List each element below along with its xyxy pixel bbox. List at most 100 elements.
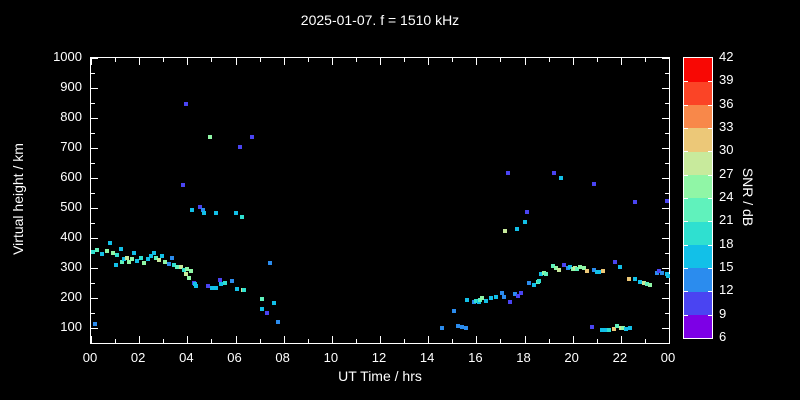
data-point <box>577 265 582 270</box>
data-point <box>107 241 112 246</box>
data-point <box>229 278 234 283</box>
data-point <box>183 101 188 106</box>
colorbar-tick <box>708 314 712 316</box>
colorbar-tick <box>708 128 712 129</box>
data-point <box>664 272 669 277</box>
data-point <box>234 286 239 291</box>
x-tick-label: 00 <box>660 350 676 365</box>
colorbar-tick <box>708 81 712 83</box>
data-point <box>135 258 140 263</box>
x-tick <box>597 58 598 62</box>
y-tick-label: 600 <box>60 169 82 184</box>
data-point <box>592 268 597 273</box>
data-point <box>628 325 633 330</box>
x-tick <box>356 339 357 343</box>
y-tick <box>662 88 669 89</box>
data-point <box>654 270 659 275</box>
data-point <box>142 260 147 265</box>
x-tick-label: 04 <box>179 350 194 365</box>
data-point <box>156 257 161 262</box>
colorbar-tick <box>684 151 688 153</box>
colorbar-tick <box>684 198 688 199</box>
data-point <box>532 283 537 288</box>
x-tick <box>91 336 92 343</box>
data-point <box>659 271 664 276</box>
x-tick <box>428 58 429 65</box>
y-tick <box>91 58 98 59</box>
y-tick-label: 400 <box>60 229 82 244</box>
y-tick <box>91 313 95 314</box>
data-point <box>558 176 563 180</box>
data-point <box>189 208 194 213</box>
colorbar-tick-label: 27 <box>719 165 734 181</box>
y-tick <box>91 283 95 284</box>
data-point <box>573 266 578 270</box>
data-point <box>152 251 157 255</box>
data-point <box>553 266 558 270</box>
data-point <box>242 287 247 292</box>
y-tick <box>662 208 669 209</box>
colorbar-tick <box>708 198 712 199</box>
data-point <box>219 282 224 287</box>
x-tick <box>211 339 212 343</box>
data-point <box>113 263 118 267</box>
x-tick <box>476 336 477 343</box>
x-tick <box>91 58 92 65</box>
data-point <box>183 272 188 276</box>
x-tick <box>163 58 164 62</box>
y-tick <box>91 103 95 104</box>
x-tick-label: 00 <box>82 350 98 365</box>
x-tick-label: 20 <box>564 350 579 365</box>
data-point <box>557 267 562 272</box>
y-tick-label: 900 <box>60 79 82 94</box>
data-point <box>463 326 468 331</box>
colorbar-segment <box>684 244 712 269</box>
data-point <box>451 308 456 313</box>
x-tick <box>308 58 309 62</box>
x-tick <box>500 58 501 62</box>
x-tick <box>139 336 140 343</box>
x-tick-label: 02 <box>130 350 146 365</box>
data-point <box>209 285 214 290</box>
data-point <box>599 328 604 333</box>
data-point <box>592 182 597 187</box>
colorbar-tick <box>684 128 688 129</box>
data-point <box>541 271 546 276</box>
data-point <box>99 251 104 256</box>
data-point <box>477 297 482 302</box>
y-tick <box>662 238 669 239</box>
y-tick <box>665 73 669 74</box>
data-point <box>657 269 662 273</box>
x-tick <box>645 58 646 62</box>
x-tick <box>187 58 188 65</box>
data-point <box>633 276 638 281</box>
data-point <box>474 299 479 303</box>
data-point <box>180 182 185 187</box>
data-point <box>120 260 125 265</box>
plot-area <box>90 57 671 344</box>
x-tick <box>476 58 477 65</box>
x-tick-label: 06 <box>227 350 242 365</box>
data-point <box>551 263 556 268</box>
y-tick-label: 1000 <box>53 49 82 64</box>
colorbar-tick <box>708 151 712 153</box>
data-point <box>600 269 605 273</box>
data-point <box>172 263 177 267</box>
data-point <box>570 266 575 271</box>
data-point <box>127 259 132 264</box>
x-tick <box>236 336 237 343</box>
data-point <box>193 281 198 286</box>
colorbar-segment <box>684 151 712 176</box>
x-tick <box>139 58 140 65</box>
data-point <box>633 199 638 204</box>
data-point <box>476 299 481 304</box>
y-tick-label: 200 <box>60 289 82 304</box>
colorbar-segment <box>684 81 712 106</box>
data-point <box>115 253 120 258</box>
x-tick <box>260 339 261 343</box>
x-tick <box>284 336 285 343</box>
data-point <box>499 290 504 295</box>
data-point <box>544 272 549 276</box>
data-point <box>506 170 511 175</box>
y-tick <box>91 223 95 224</box>
